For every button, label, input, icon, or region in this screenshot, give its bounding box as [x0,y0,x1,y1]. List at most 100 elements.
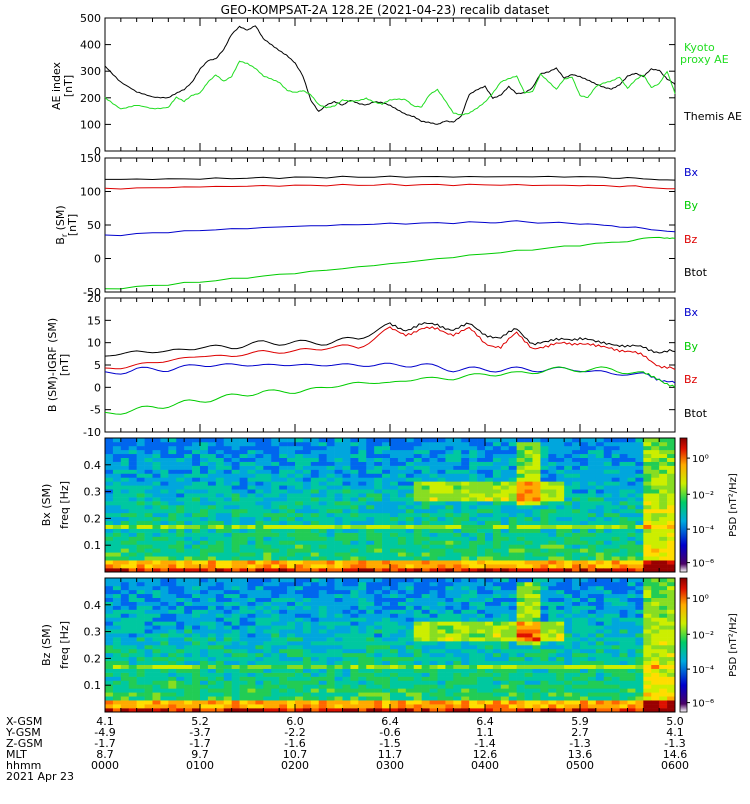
spec-cell [358,533,366,537]
spec-cell [311,509,319,513]
spec-cell [303,594,311,598]
spec-cell [271,501,279,505]
spec-cell [406,564,414,568]
spec-cell [509,629,517,633]
spec-cell [635,578,643,582]
spec-cell [430,454,438,458]
spec-cell [263,598,271,602]
spec-cell [438,677,446,681]
spec-cell [192,582,200,586]
spec-cell [604,673,612,677]
spec-cell [564,537,572,541]
spec-cell [358,680,366,684]
spec-cell [366,586,374,590]
spec-cell [105,438,113,442]
spec-cell [540,582,548,586]
spec-cell [651,564,659,568]
spec-cell [628,537,636,541]
spec-cell [445,501,453,505]
spec-cell [319,594,327,598]
spec-cell [184,677,192,681]
spec-cell [596,485,604,489]
spec-cell [612,594,620,598]
spec-cell [319,438,327,442]
spec-cell [374,704,382,708]
spec-cell [438,578,446,582]
spec-cell [113,466,121,470]
spec-cell [192,617,200,621]
spec-cell [335,704,343,708]
spec-cell [620,602,628,606]
spec-cell [643,598,651,602]
spec-cell [564,477,572,481]
spec-cell [453,661,461,665]
spec-cell [620,513,628,517]
spec-cell [477,610,485,614]
spec-cell [327,442,335,446]
spec-cell [651,544,659,548]
spec-cell [105,621,113,625]
spec-cell [422,594,430,598]
spec-cell [620,454,628,458]
series-line-themis-ae [105,26,675,124]
spec-cell [643,692,651,696]
spec-cell [303,548,311,552]
spec-cell [493,462,501,466]
spec-cell [430,657,438,661]
spec-cell [279,454,287,458]
spec-cell [216,633,224,637]
spec-cell [200,556,208,560]
spec-cell [572,533,580,537]
spec-cell [461,692,469,696]
spec-cell [192,653,200,657]
spec-cell [390,517,398,521]
spec-cell [216,704,224,708]
spec-cell [572,560,580,564]
spec-cell [366,509,374,513]
spec-cell [176,462,184,466]
spec-cell [176,653,184,657]
spec-cell [240,521,248,525]
spec-cell [327,586,335,590]
spec-cell [501,473,509,477]
spec-cell [319,529,327,533]
spec-cell [525,466,533,470]
spec-cell [358,556,366,560]
spec-cell [240,641,248,645]
spec-cell [461,564,469,568]
spec-cell [525,556,533,560]
spec-cell [240,680,248,684]
spec-cell [295,677,303,681]
spec-cell [366,517,374,521]
spec-cell [556,582,564,586]
spec-cell [469,692,477,696]
spec-cell [240,462,248,466]
spec-cell [453,680,461,684]
spec-cell [168,450,176,454]
spec-cell [588,470,596,474]
spec-cell [525,602,533,606]
spec-cell [461,521,469,525]
spec-cell [160,661,168,665]
spec-cell [612,446,620,450]
spec-cell [612,544,620,548]
spec-cell [643,613,651,617]
spec-cell [374,552,382,556]
spec-cell [343,513,351,517]
spec-cell [517,442,525,446]
spec-cell [327,633,335,637]
spec-cell [366,621,374,625]
spec-cell [438,556,446,560]
spec-cell [572,578,580,582]
spec-cell [335,489,343,493]
spec-cell [501,613,509,617]
spec-cell [445,548,453,552]
spec-cell [517,677,525,681]
spec-cell [572,564,580,568]
spec-cell [588,509,596,513]
spec-cell [477,653,485,657]
spec-cell [422,564,430,568]
spec-cell [588,462,596,466]
spec-cell [153,438,161,442]
